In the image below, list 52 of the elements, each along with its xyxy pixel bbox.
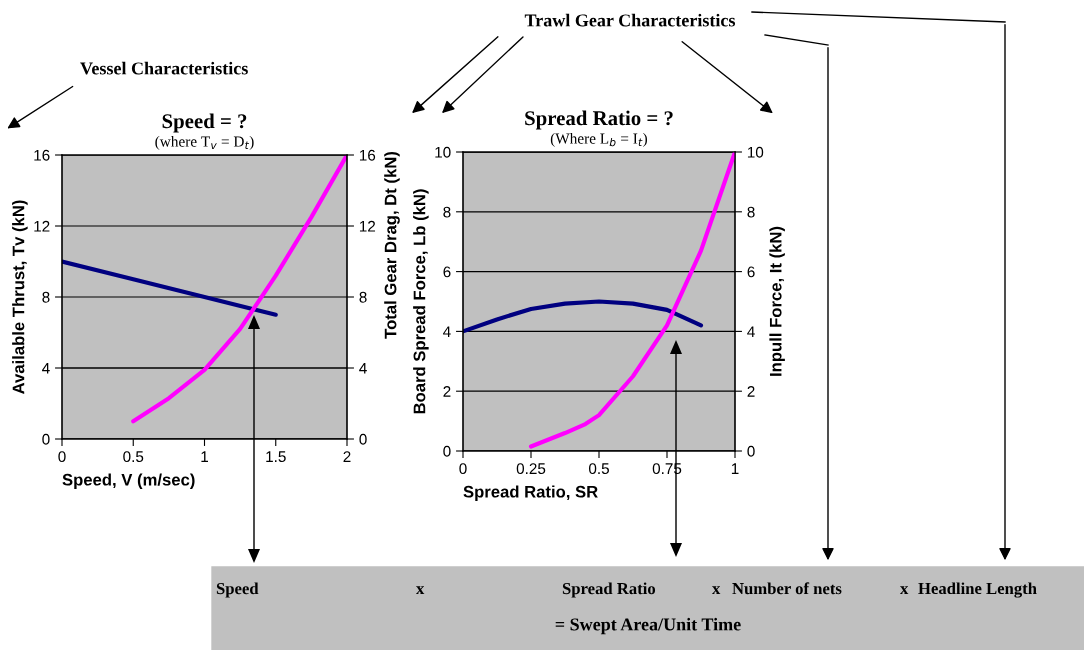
text: Spread Ratio xyxy=(562,582,656,598)
y2-tick-label: 4 xyxy=(359,363,367,374)
chart-title: Speed = ? xyxy=(162,113,247,133)
y2-tick-label: 2 xyxy=(747,386,755,397)
text: Headline Length xyxy=(918,582,1037,598)
y-tick-label: 6 xyxy=(443,266,451,278)
line-series xyxy=(463,299,704,334)
x-tick-label: 0.25 xyxy=(516,463,546,475)
text: x xyxy=(900,586,909,595)
y2-axis-title: Inpull Force, It (kN) xyxy=(769,226,785,376)
x-tick-label: 0 xyxy=(459,463,467,475)
line-series xyxy=(131,155,347,424)
line-series xyxy=(62,259,278,317)
y2-tick-label: 8 xyxy=(747,206,755,218)
text: Number of nets xyxy=(732,582,842,595)
y2-tick-label: 4 xyxy=(747,326,755,337)
x-tick-label: 1 xyxy=(731,463,739,474)
chart-title: Spread Ratio = ? xyxy=(525,110,673,130)
text: Vessel Characteristics xyxy=(80,61,248,75)
y-tick-label: 0 xyxy=(42,433,50,445)
y-tick-label: 16 xyxy=(34,149,50,161)
text: = Swept Area/Unit Time xyxy=(555,617,741,635)
y-tick-label: 4 xyxy=(42,363,50,374)
y-axis-title: Available Thrust, Tv (kN) xyxy=(12,200,28,394)
x-tick-label: 1.5 xyxy=(266,451,286,463)
y-tick-label: 8 xyxy=(443,206,451,218)
y2-tick-label: 8 xyxy=(359,291,367,303)
x-tick-label: 0 xyxy=(58,451,66,463)
chart-subtitle: (where T$_{v}$ = D$_{t}$) xyxy=(155,135,254,150)
y-axis-title: Board Spread Force, Lb (kN) xyxy=(413,189,429,414)
y-tick-label: 12 xyxy=(34,220,50,232)
text: x xyxy=(416,586,425,595)
x-axis-title: Speed, V (m/sec) xyxy=(62,473,195,489)
text: x xyxy=(712,586,721,595)
text: Speed xyxy=(216,582,259,598)
x-tick-label: 0.5 xyxy=(588,463,609,475)
y-tick-label: 8 xyxy=(42,291,50,303)
text: Total Gear Drag, Dt (kN) xyxy=(384,151,400,339)
x-axis-title: Spread Ratio, SR xyxy=(463,485,598,501)
y2-tick-label: 6 xyxy=(747,266,755,278)
x-tick-label: 1 xyxy=(201,451,208,462)
y-tick-label: 4 xyxy=(443,326,451,337)
y2-tick-label: 0 xyxy=(359,433,367,445)
y2-tick-label: 10 xyxy=(747,146,764,158)
chart-subtitle: (Where L$_{b}$ = I$_{t}$) xyxy=(550,132,647,147)
x-tick-label: 0.5 xyxy=(123,451,144,463)
y-tick-label: 2 xyxy=(443,386,451,397)
y-tick-label: 10 xyxy=(435,146,451,158)
y2-tick-label: 12 xyxy=(359,220,376,232)
text: Trawl Gear Characteristics xyxy=(524,13,736,27)
y2-tick-label: 16 xyxy=(359,149,376,161)
x-tick-label: 2 xyxy=(343,451,351,462)
